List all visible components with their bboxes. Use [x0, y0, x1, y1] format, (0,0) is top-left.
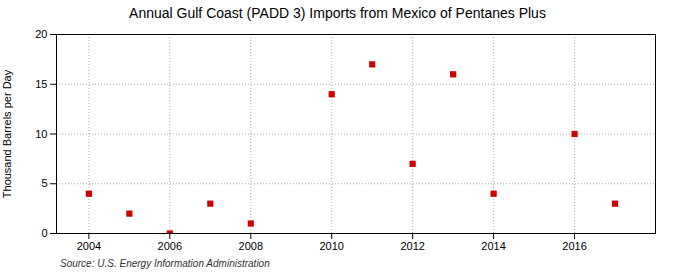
- html-text:Source: U.S. Energy Informatio: Source: U.S. Energy Information Administ…: [60, 258, 270, 269]
- svg-text:2016: 2016: [562, 240, 586, 252]
- svg-text:10: 10: [35, 128, 47, 140]
- svg-text:2012: 2012: [400, 240, 424, 252]
- svg-text:2008: 2008: [239, 240, 263, 252]
- svg-text:5: 5: [41, 177, 47, 189]
- svg-text:15: 15: [35, 78, 47, 90]
- svg-text:2010: 2010: [319, 240, 343, 252]
- svg-text:0: 0: [41, 227, 47, 239]
- svg-text:2004: 2004: [77, 240, 101, 252]
- svg-text:2014: 2014: [481, 240, 505, 252]
- svg-text:2006: 2006: [158, 240, 182, 252]
- html-text:Annual Gulf Coast (PADD 3) Imp: Annual Gulf Coast (PADD 3) Imports from …: [129, 5, 546, 21]
- svg-text:Thousand Barrels per Day: Thousand Barrels per Day: [1, 69, 13, 198]
- svg-text:20: 20: [35, 28, 47, 40]
